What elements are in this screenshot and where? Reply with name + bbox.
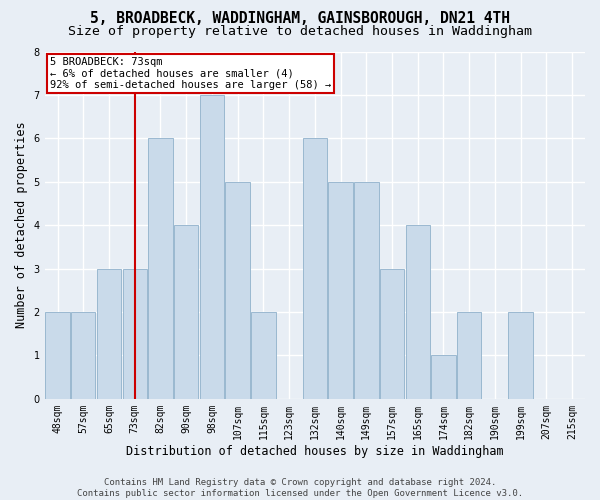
Bar — [226, 182, 250, 399]
Bar — [406, 225, 430, 399]
Bar — [97, 268, 121, 399]
Bar — [200, 95, 224, 399]
Text: 5, BROADBECK, WADDINGHAM, GAINSBOROUGH, DN21 4TH: 5, BROADBECK, WADDINGHAM, GAINSBOROUGH, … — [90, 11, 510, 26]
Bar — [122, 268, 147, 399]
Y-axis label: Number of detached properties: Number of detached properties — [15, 122, 28, 328]
Bar — [71, 312, 95, 399]
Bar — [380, 268, 404, 399]
Bar — [174, 225, 199, 399]
Bar — [354, 182, 379, 399]
Bar — [328, 182, 353, 399]
Bar — [251, 312, 275, 399]
Bar — [148, 138, 173, 399]
Bar — [46, 312, 70, 399]
Text: 5 BROADBECK: 73sqm
← 6% of detached houses are smaller (4)
92% of semi-detached : 5 BROADBECK: 73sqm ← 6% of detached hous… — [50, 56, 331, 90]
Bar — [508, 312, 533, 399]
X-axis label: Distribution of detached houses by size in Waddingham: Distribution of detached houses by size … — [126, 444, 503, 458]
Text: Contains HM Land Registry data © Crown copyright and database right 2024.
Contai: Contains HM Land Registry data © Crown c… — [77, 478, 523, 498]
Text: Size of property relative to detached houses in Waddingham: Size of property relative to detached ho… — [68, 25, 532, 38]
Bar — [302, 138, 327, 399]
Bar — [457, 312, 481, 399]
Bar — [431, 356, 456, 399]
